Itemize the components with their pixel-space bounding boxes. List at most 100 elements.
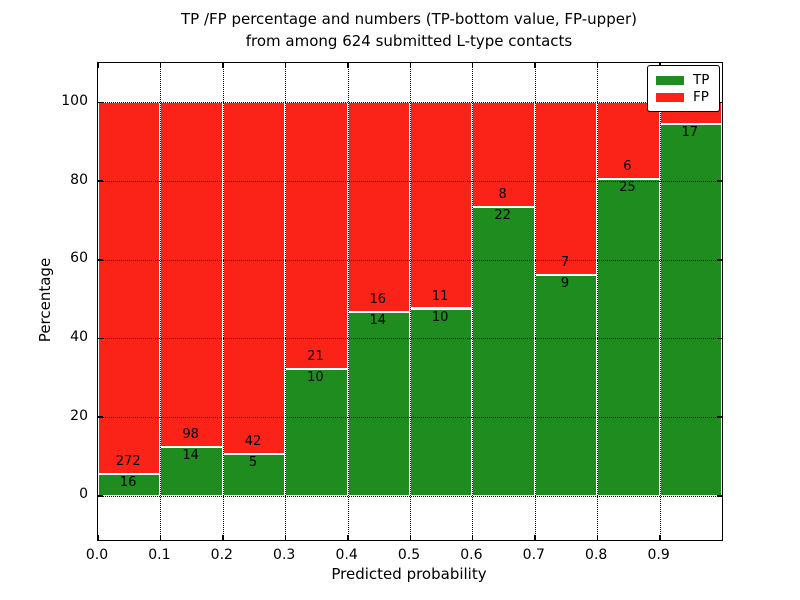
gridline-x-0.3: [285, 63, 287, 540]
bar-segment-fp-2: [222, 102, 286, 455]
x-tick-label-0.3: 0.3: [273, 547, 296, 563]
legend-item-tp: TP: [648, 72, 719, 89]
gridline-y-100: [98, 102, 722, 104]
bar-segment-fp-3: [285, 102, 348, 369]
x-tick-label-0.5: 0.5: [397, 547, 421, 563]
y-tick-label-40: 40: [70, 328, 88, 345]
bar-segment-tp-6: [472, 207, 535, 496]
bar-count-tp-7: 9: [560, 275, 570, 291]
x-tick-label-0.1: 0.1: [148, 547, 171, 563]
x-tick-label-0.8: 0.8: [585, 547, 608, 563]
bar-segment-fp-5: [410, 102, 473, 309]
x-tick-0.3: [284, 535, 287, 540]
bar-segment-fp-4: [347, 102, 410, 313]
y-tick-right-60: [717, 259, 722, 261]
x-tick-0.8: [596, 535, 599, 540]
bar-segment-tp-8: [597, 178, 660, 496]
bar-segment-tp-2: [222, 454, 286, 496]
gridline-x-0.6: [472, 63, 474, 540]
x-tick-0.7: [534, 535, 536, 540]
x-tick-top-0.4: [347, 63, 349, 68]
gridline-x-0.5: [410, 63, 411, 540]
bar-segment-tp-0: [98, 474, 161, 496]
y-tick-label-60: 60: [70, 250, 88, 267]
gridline-x-0.8: [597, 63, 599, 540]
bar-count-tp-2: 5: [248, 455, 258, 471]
bar-segment-tp-1: [160, 446, 223, 496]
y-tick-label-0: 0: [79, 486, 88, 503]
gridline-x-0.9: [659, 63, 661, 540]
bar-segment-fp-7: [534, 102, 598, 275]
y-tick-right-20: [717, 416, 722, 418]
gridline-x-0.4: [347, 63, 349, 540]
x-tick-label-0.9: 0.9: [647, 547, 670, 563]
bar-segment-tp-7: [534, 274, 598, 496]
y-tick-left-40: [98, 337, 103, 340]
bar-segment-tp-9: [659, 124, 722, 496]
chart-title: TP /FP percentage and numbers (TP-bottom…: [181, 10, 637, 28]
gridline-y-40: [98, 338, 722, 340]
legend-label-tp: TP: [693, 72, 710, 88]
gridline-x-0.2: [222, 63, 224, 540]
legend-label-fp: FP: [693, 89, 709, 105]
bar-segment-fp-1: [160, 102, 223, 447]
bar-count-fp-2: 42: [244, 434, 262, 450]
x-tick-0.0: [98, 535, 99, 540]
tp-legend-swatch-icon: [656, 76, 684, 85]
y-tick-left-100: [98, 101, 103, 104]
y-tick-right-80: [717, 180, 722, 182]
y-tick-left-20: [98, 416, 103, 418]
bar-count-fp-0: 272: [115, 454, 141, 470]
y-tick-right-40: [717, 337, 722, 340]
bar-count-tp-0: 16: [119, 475, 137, 491]
bar-segment-tp-5: [410, 308, 473, 496]
x-tick-top-0.5: [409, 63, 411, 68]
x-tick-top-0.0: [98, 63, 99, 68]
gridline-y-20: [98, 417, 722, 419]
bar-count-tp-3: 10: [307, 369, 324, 385]
gridline-x-0.1: [160, 63, 162, 540]
bar-count-fp-5: 11: [431, 288, 449, 304]
x-tick-0.2: [222, 535, 224, 540]
gridline-y-80: [98, 181, 722, 183]
x-tick-label-0.7: 0.7: [522, 547, 545, 563]
bar-count-tp-1: 14: [182, 447, 199, 463]
x-tick-top-0.6: [471, 63, 474, 68]
bar-count-fp-6: 8: [498, 187, 507, 203]
bar-count-fp-7: 7: [560, 254, 570, 270]
legend-item-fp: FP: [648, 89, 719, 106]
x-tick-label-0.0: 0.0: [85, 547, 109, 563]
bar-count-fp-8: 6: [623, 158, 632, 174]
gridline-y-0: [98, 495, 722, 497]
x-tick-top-0.7: [534, 63, 536, 68]
x-tick-top-0.8: [596, 63, 599, 68]
y-tick-label-100: 100: [61, 92, 88, 109]
bar-count-tp-9: 17: [681, 125, 699, 141]
bar-count-fp-1: 98: [182, 426, 199, 442]
x-tick-0.9: [659, 535, 661, 540]
y-tick-left-60: [98, 259, 103, 261]
x-tick-0.6: [471, 535, 474, 540]
x-tick-label-0.4: 0.4: [335, 547, 358, 563]
bar-segment-fp-0: [98, 102, 161, 475]
fp-legend-swatch-icon: [656, 93, 684, 102]
x-tick-top-0.1: [159, 63, 162, 68]
bar-count-tp-8: 25: [619, 179, 636, 195]
y-tick-right-0: [717, 495, 722, 497]
bar-segment-tp-3: [285, 368, 348, 496]
gridline-y-60: [98, 259, 722, 261]
x-tick-top-0.3: [284, 63, 287, 68]
bar-segment-tp-4: [347, 312, 410, 496]
bar-count-fp-4: 16: [369, 292, 387, 308]
bar-segment-fp-6: [472, 102, 535, 208]
plot-area: [97, 62, 723, 541]
y-tick-label-80: 80: [70, 171, 88, 188]
bar-count-tp-4: 14: [369, 313, 387, 329]
x-tick-top-0.2: [222, 63, 224, 68]
bar-count-tp-6: 22: [494, 208, 511, 224]
x-tick-label-0.6: 0.6: [460, 547, 483, 563]
y-tick-left-0: [98, 495, 103, 497]
x-tick-0.4: [347, 535, 349, 540]
x-axis-label: Predicted probability: [331, 565, 487, 583]
